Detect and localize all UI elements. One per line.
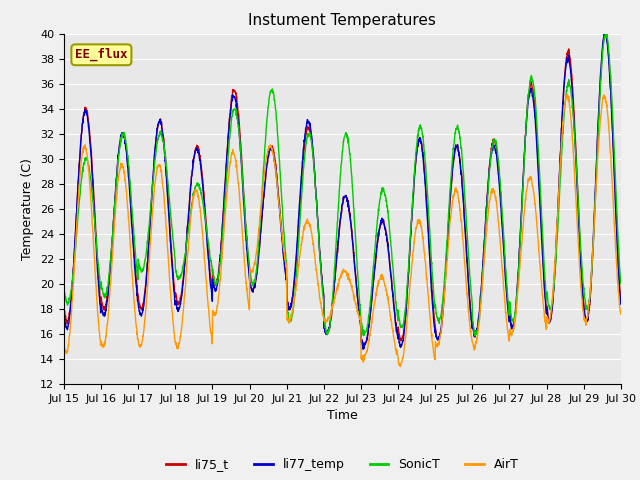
Y-axis label: Temperature (C): Temperature (C) (22, 158, 35, 260)
Title: Instument Temperatures: Instument Temperatures (248, 13, 436, 28)
Legend: li75_t, li77_temp, SonicT, AirT: li75_t, li77_temp, SonicT, AirT (161, 453, 524, 476)
Text: EE_flux: EE_flux (75, 48, 127, 61)
X-axis label: Time: Time (327, 409, 358, 422)
